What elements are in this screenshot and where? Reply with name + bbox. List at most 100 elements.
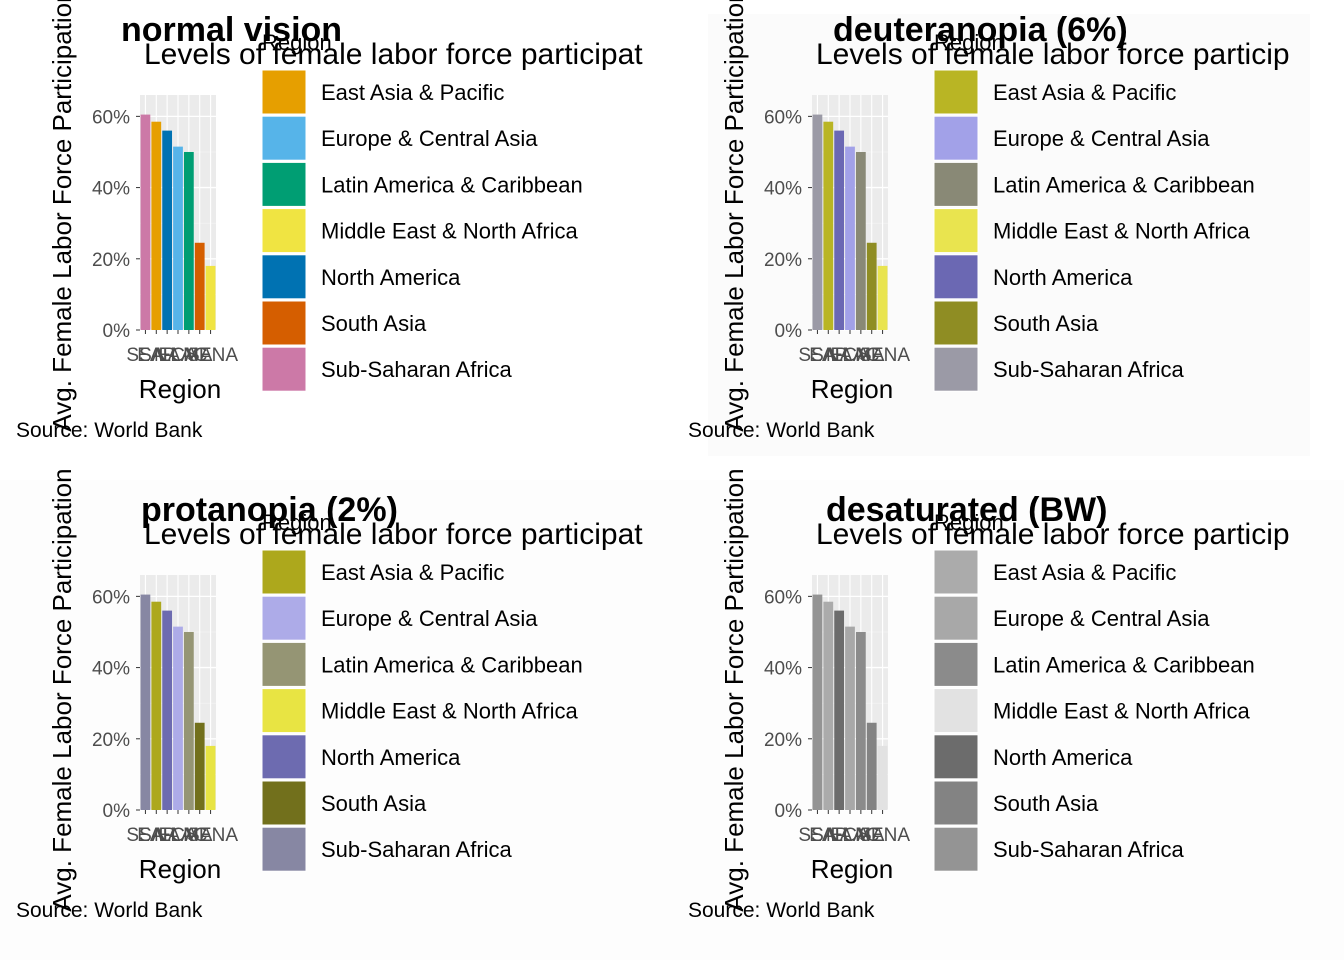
x-tick-label-mena: MENA <box>183 825 238 846</box>
y-tick-label: 60% <box>764 587 802 608</box>
y-tick-label: 60% <box>92 587 130 608</box>
bar-eap <box>151 601 162 810</box>
x-tick-label-ssa: SSA <box>798 825 836 846</box>
bar-mena <box>877 265 888 330</box>
legend-key <box>933 69 979 115</box>
legend-key <box>261 826 307 872</box>
legend-key <box>933 115 979 161</box>
plot-title: Levels of female labor force participat <box>144 38 643 71</box>
y-tick-label: 20% <box>764 250 802 271</box>
bar-lac <box>855 631 866 810</box>
legend-label: East Asia & Pacific <box>993 560 1176 585</box>
bar-sa <box>194 242 205 330</box>
x-tick-label-eca: ECA <box>830 345 869 366</box>
legend-label: North America <box>993 745 1133 770</box>
legend-label: Middle East & North Africa <box>993 699 1251 724</box>
y-tick-label: 20% <box>92 730 130 751</box>
bar-lac <box>183 631 194 810</box>
y-tick-label: 0% <box>103 801 131 822</box>
y-tick-label: 20% <box>92 250 130 271</box>
plot-title: Levels of female labor force participat <box>144 518 643 551</box>
legend-key <box>933 734 979 780</box>
legend-label: Latin America & Caribbean <box>993 652 1255 677</box>
panel-title: deuteranopia (6%) <box>833 11 1128 49</box>
legend-label: Middle East & North Africa <box>321 219 579 244</box>
legend-key <box>933 208 979 254</box>
bar-lac <box>183 151 194 330</box>
legend-key <box>933 549 979 595</box>
x-tick-label-sa: SA <box>187 825 213 846</box>
legend-label: Latin America & Caribbean <box>993 172 1255 197</box>
panel-title: normal vision <box>121 11 342 49</box>
y-tick-label: 40% <box>764 179 802 200</box>
legend-key <box>261 641 307 687</box>
caption: Source: World Bank <box>16 419 203 442</box>
x-tick-label-mena: MENA <box>855 345 910 366</box>
legend-label: South Asia <box>993 791 1099 816</box>
x-tick-label-lac: LAC <box>170 345 207 366</box>
legend-label: Europe & Central Asia <box>993 126 1210 151</box>
bar-eap <box>823 601 834 810</box>
legend-key <box>933 688 979 734</box>
legend-label: East Asia & Pacific <box>321 560 504 585</box>
panel-title: desaturated (BW) <box>826 491 1107 529</box>
bar-ssa <box>140 594 151 810</box>
legend-label: Sub-Saharan Africa <box>321 837 513 862</box>
legend-key <box>261 734 307 780</box>
x-tick-label-sa: SA <box>187 345 213 366</box>
panel-background <box>708 14 1310 456</box>
caption: Source: World Bank <box>16 899 203 922</box>
bar-mena <box>205 265 216 330</box>
legend-label: East Asia & Pacific <box>993 80 1176 105</box>
legend-key <box>933 254 979 300</box>
x-tick-label-sa: SA <box>859 825 885 846</box>
y-axis-title: Avg. Female Labor Force Participation <box>47 468 77 911</box>
y-tick-label: 0% <box>775 801 803 822</box>
x-tick-label-na: NA <box>826 825 853 846</box>
legend-key <box>933 826 979 872</box>
y-tick-label: 40% <box>92 179 130 200</box>
legend-title: Region <box>262 510 332 535</box>
bar-lac <box>855 151 866 330</box>
legend-key <box>261 549 307 595</box>
legend-label: Sub-Saharan Africa <box>993 837 1185 862</box>
legend-key <box>933 300 979 346</box>
legend-title: Region <box>262 30 332 55</box>
y-tick-label: 20% <box>764 730 802 751</box>
panel-background <box>0 480 672 960</box>
legend-key <box>261 346 307 392</box>
y-tick-label: 60% <box>92 107 130 128</box>
x-axis-title: Region <box>811 854 893 884</box>
x-axis-title: Region <box>139 854 221 884</box>
x-tick-label-lac: LAC <box>170 825 207 846</box>
plot-title: Levels of female labor force particip <box>816 518 1290 551</box>
x-tick-label-na: NA <box>826 345 853 366</box>
plot-title: Levels of female labor force particip <box>816 38 1290 71</box>
y-axis-title: Avg. Female Labor Force Participation <box>719 468 749 911</box>
panel-background <box>0 0 672 480</box>
bar-eca <box>173 626 183 810</box>
legend-key <box>261 780 307 826</box>
legend-key <box>261 688 307 734</box>
x-tick-label-eca: ECA <box>830 825 869 846</box>
x-axis-title: Region <box>139 374 221 404</box>
x-tick-label-mena: MENA <box>855 825 910 846</box>
legend-key <box>261 595 307 641</box>
legend-key <box>933 641 979 687</box>
x-tick-label-sa: SA <box>859 345 885 366</box>
legend-key <box>261 161 307 207</box>
legend-label: South Asia <box>993 311 1099 336</box>
bar-ssa <box>140 114 151 330</box>
bar-eap <box>151 121 162 330</box>
y-tick-label: 0% <box>775 321 803 342</box>
legend-label: North America <box>321 265 461 290</box>
bar-eca <box>845 146 855 330</box>
bar-sa <box>866 242 877 330</box>
y-tick-label: 40% <box>92 659 130 680</box>
legend-key <box>933 780 979 826</box>
x-tick-label-eap: EAP <box>809 345 847 366</box>
bar-na <box>834 610 845 810</box>
legend-label: North America <box>321 745 461 770</box>
legend-label: Latin America & Caribbean <box>321 652 583 677</box>
